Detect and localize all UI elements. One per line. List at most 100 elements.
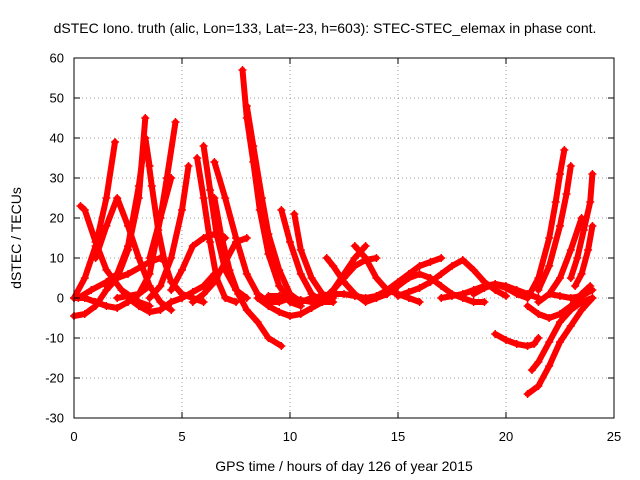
series-line bbox=[146, 119, 179, 261]
data-point bbox=[102, 194, 111, 202]
data-point bbox=[469, 298, 478, 306]
data-point bbox=[286, 312, 294, 320]
data-point bbox=[290, 210, 299, 218]
data-point bbox=[167, 298, 176, 306]
data-point bbox=[188, 242, 197, 250]
data-point bbox=[277, 342, 286, 350]
data-point bbox=[145, 270, 154, 278]
data-point bbox=[350, 242, 359, 250]
x-axis-label: GPS time / hours of day 126 of year 2015 bbox=[215, 458, 473, 474]
data-point bbox=[404, 288, 413, 296]
data-series bbox=[534, 162, 575, 294]
data-point bbox=[296, 246, 305, 254]
data-point bbox=[199, 298, 208, 306]
data-point bbox=[577, 270, 586, 278]
data-point bbox=[80, 310, 89, 318]
data-point bbox=[188, 288, 197, 296]
plot-frame bbox=[73, 57, 615, 419]
data-point bbox=[264, 334, 273, 342]
data-point bbox=[562, 190, 571, 198]
data-point bbox=[566, 322, 575, 330]
data-point bbox=[512, 286, 521, 294]
data-point bbox=[372, 294, 381, 302]
series-line bbox=[572, 223, 596, 289]
data-point bbox=[577, 306, 586, 314]
data-point bbox=[257, 194, 266, 202]
data-point bbox=[277, 206, 286, 214]
data-point bbox=[234, 290, 243, 298]
data-point bbox=[210, 278, 219, 286]
x-tick-label: 15 bbox=[391, 429, 405, 444]
data-point bbox=[579, 226, 588, 234]
data-series bbox=[145, 118, 180, 262]
data-point bbox=[394, 282, 402, 290]
data-point bbox=[307, 294, 316, 302]
data-point bbox=[426, 258, 435, 266]
y-tick-label: -10 bbox=[45, 331, 64, 346]
series-line bbox=[92, 195, 175, 313]
data-point bbox=[210, 158, 219, 166]
data-point bbox=[162, 174, 171, 182]
data-point bbox=[113, 294, 122, 302]
data-point bbox=[469, 266, 478, 274]
data-point bbox=[264, 302, 273, 310]
data-point bbox=[102, 302, 111, 310]
data-point bbox=[571, 282, 580, 290]
data-point bbox=[329, 290, 338, 298]
data-point bbox=[534, 358, 543, 366]
data-point bbox=[199, 194, 208, 202]
data-point bbox=[556, 318, 564, 326]
data-point bbox=[286, 238, 294, 246]
y-tick-label: 0 bbox=[57, 291, 64, 306]
data-point bbox=[523, 390, 532, 398]
data-series bbox=[523, 146, 569, 302]
data-point bbox=[534, 286, 543, 294]
data-point bbox=[124, 294, 132, 302]
data-point bbox=[249, 142, 258, 150]
data-point bbox=[566, 246, 575, 254]
data-point bbox=[588, 294, 597, 302]
data-point bbox=[361, 254, 370, 262]
data-point bbox=[167, 254, 176, 262]
data-point bbox=[264, 292, 273, 300]
data-point bbox=[124, 270, 132, 278]
data-point bbox=[145, 254, 154, 262]
data-point bbox=[178, 206, 186, 214]
data-series bbox=[145, 162, 193, 302]
y-tick-label: 60 bbox=[50, 51, 64, 66]
y-tick-label: 10 bbox=[50, 251, 64, 266]
data-point bbox=[193, 154, 202, 162]
data-point bbox=[111, 138, 120, 146]
data-point bbox=[458, 290, 467, 298]
data-point bbox=[242, 270, 251, 278]
data-point bbox=[156, 282, 165, 290]
series-line bbox=[211, 195, 285, 349]
data-point bbox=[329, 262, 338, 270]
data-point bbox=[253, 318, 262, 326]
x-tick-label: 5 bbox=[178, 429, 185, 444]
data-point bbox=[210, 194, 219, 202]
data-series bbox=[210, 194, 286, 350]
x-tick-label: 25 bbox=[607, 429, 621, 444]
data-point bbox=[556, 310, 564, 318]
data-point bbox=[242, 294, 251, 302]
data-point bbox=[206, 186, 215, 194]
data-point bbox=[296, 296, 305, 304]
data-point bbox=[394, 292, 402, 300]
data-point bbox=[372, 274, 381, 282]
chart-title: dSTEC Iono. truth (alic, Lon=133, Lat=-2… bbox=[54, 20, 597, 36]
data-point bbox=[242, 234, 251, 242]
data-point bbox=[307, 274, 316, 282]
data-point bbox=[102, 222, 111, 230]
data-point bbox=[340, 290, 348, 298]
grid bbox=[74, 58, 614, 418]
data-point bbox=[556, 292, 564, 300]
series-line bbox=[254, 255, 380, 319]
data-point bbox=[216, 230, 225, 238]
data-point bbox=[480, 298, 489, 306]
data-point bbox=[534, 298, 543, 306]
data-point bbox=[588, 286, 597, 294]
data-point bbox=[491, 280, 500, 288]
data-point bbox=[275, 292, 284, 300]
x-tick-label: 0 bbox=[70, 429, 77, 444]
